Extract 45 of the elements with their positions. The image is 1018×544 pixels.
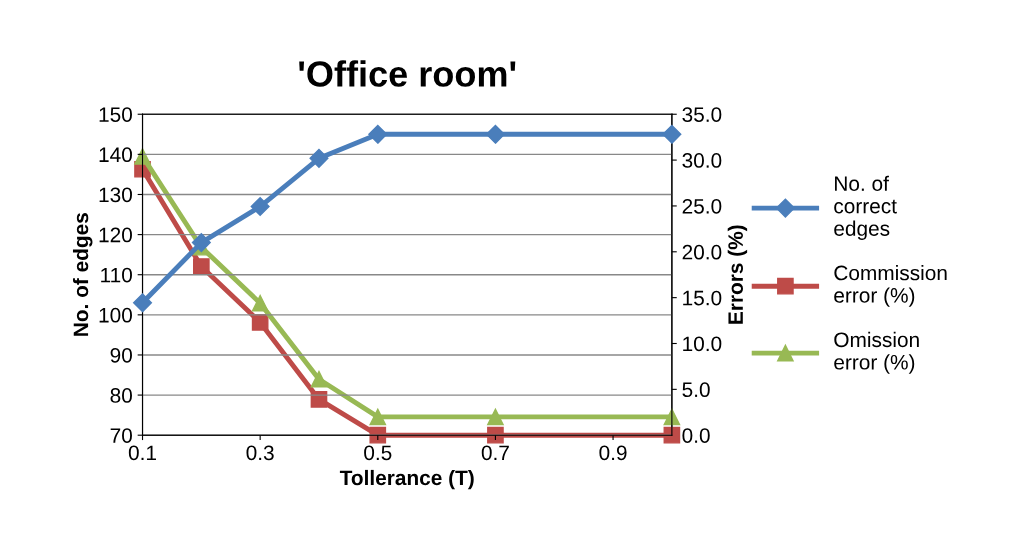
x-tick-label: 0.9 xyxy=(599,445,627,461)
point xyxy=(663,426,681,444)
y2-tick-label: 5.0 xyxy=(682,382,710,398)
point xyxy=(309,148,329,168)
point xyxy=(193,258,210,275)
legend-label: Commission error (%) xyxy=(834,265,947,307)
y2-tick-label: 20.0 xyxy=(682,244,722,260)
x-tick-label: 0.5 xyxy=(364,445,392,461)
y2-tick-label: 10.0 xyxy=(683,336,722,352)
y-tick-label: 100 xyxy=(99,307,132,323)
point xyxy=(369,426,387,444)
y-tick-label: 120 xyxy=(99,227,132,243)
y-tick-label: 110 xyxy=(101,267,132,283)
x-axis-title: Tollerance (T) xyxy=(339,469,474,490)
point xyxy=(310,370,328,388)
point xyxy=(250,196,270,217)
y-axis-title: No. of edges xyxy=(72,213,93,336)
x-tick-label: 0.7 xyxy=(481,445,509,461)
point xyxy=(368,124,388,144)
y2-tick-label: 25.0 xyxy=(682,198,722,214)
y-tick-label: 80 xyxy=(110,388,132,403)
point xyxy=(251,294,269,312)
point xyxy=(132,293,153,313)
point xyxy=(369,408,387,426)
point xyxy=(662,124,682,144)
y2-axis-title: Errors (%) xyxy=(727,225,748,324)
point xyxy=(134,148,151,165)
legend-label: Omission error (%) xyxy=(834,331,919,374)
x-tick-label: 0.1 xyxy=(128,445,156,461)
y-tick-label: 130 xyxy=(99,187,132,203)
y-tick-label: 140 xyxy=(99,147,132,163)
point xyxy=(191,233,211,253)
point xyxy=(485,124,505,144)
chart-title: 'Office room' xyxy=(299,60,516,87)
y2-tick-label: 30.0 xyxy=(682,153,722,168)
y2-tick-label: 35.0 xyxy=(682,107,722,122)
point xyxy=(487,408,504,426)
y-tick-label: 150 xyxy=(99,107,132,122)
y2-tick-label: 0.0 xyxy=(682,428,710,443)
y-tick-label: 70 xyxy=(110,428,132,443)
y2-tick-label: 15.0 xyxy=(683,290,722,306)
y-tick-label: 90 xyxy=(110,347,132,363)
legend-label: No. of correct edges xyxy=(834,175,897,241)
point xyxy=(487,426,504,444)
x-tick-label: 0.3 xyxy=(246,445,274,461)
